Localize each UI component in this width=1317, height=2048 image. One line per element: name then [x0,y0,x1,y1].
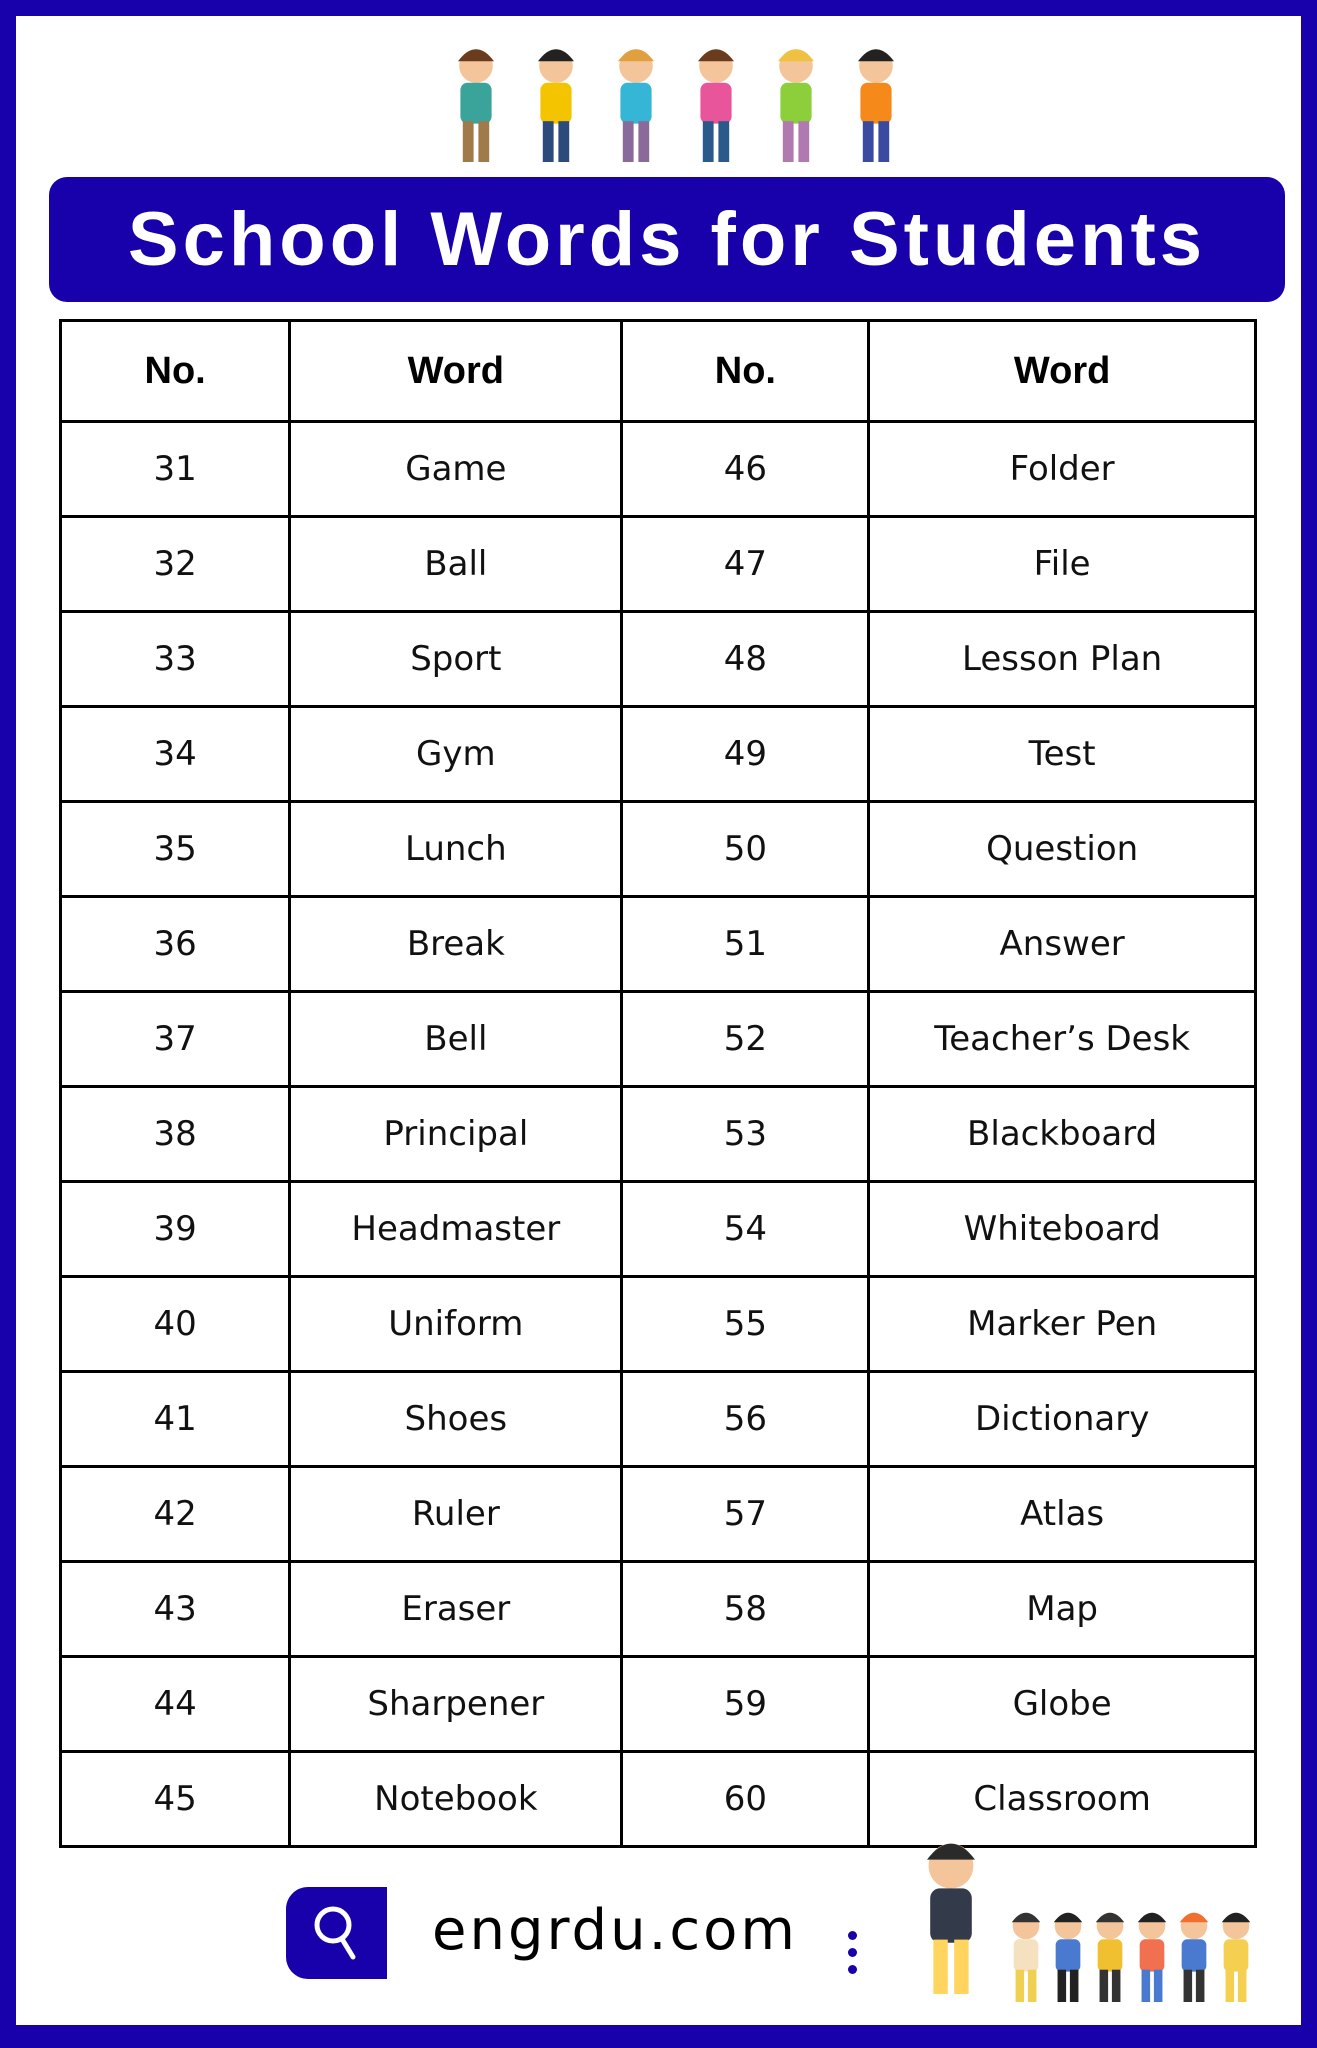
word-cell: Shoes [288,1370,624,1468]
word-cell: Gym [288,705,624,803]
word-cell: Eraser [288,1560,624,1658]
table-row: 37 Bell 52 Teacher’s Desk [58,990,1257,1088]
title-banner: School Words for Students [49,177,1285,302]
table-row: 40 Uniform 55 Marker Pen [58,1275,1257,1373]
column-header: Word [867,319,1257,423]
word-cell: Classroom [867,1750,1257,1848]
word-cell: Dictionary [867,1370,1257,1468]
table-row: 39 Headmaster 54 Whiteboard [58,1180,1257,1278]
poster: School Words for Students No. Word No. Word… [16,16,1301,2025]
word-cell: Whiteboard [867,1180,1257,1278]
table-row: 43 Eraser 58 Map [58,1560,1257,1658]
table-row: 34 Gym 49 Test [58,705,1257,803]
number-cell: 41 [58,1370,292,1468]
word-cell: Sharpener [288,1655,624,1753]
word-cell: Game [288,420,624,518]
table-row: 31 Game 46 Folder [58,420,1257,518]
more-icon [848,1931,858,1982]
number-cell: 44 [58,1655,292,1753]
table-row: 36 Break 51 Answer [58,895,1257,993]
search-icon [314,1906,355,1960]
number-cell: 37 [58,990,292,1088]
word-cell: Headmaster [288,1180,624,1278]
word-cell: Blackboard [867,1085,1257,1183]
word-cell: Marker Pen [867,1275,1257,1373]
search-button[interactable] [286,1887,387,1979]
number-cell: 59 [620,1655,871,1753]
word-cell: Break [288,895,624,993]
number-cell: 45 [58,1750,292,1848]
word-cell: Bell [288,990,624,1088]
word-cell: Ruler [288,1465,624,1563]
number-cell: 32 [58,515,292,613]
number-cell: 53 [620,1085,871,1183]
word-cell: File [867,515,1257,613]
number-cell: 48 [620,610,871,708]
table-row: 42 Ruler 57 Atlas [58,1465,1257,1563]
number-cell: 47 [620,515,871,613]
word-cell: Lunch [288,800,624,898]
number-cell: 40 [58,1275,292,1373]
number-cell: 49 [620,705,871,803]
number-cell: 46 [620,420,871,518]
number-cell: 42 [58,1465,292,1563]
number-cell: 57 [620,1465,871,1563]
number-cell: 31 [58,420,292,518]
number-cell: 51 [620,895,871,993]
word-cell: Atlas [867,1465,1257,1563]
column-header: No. [58,319,292,423]
page-title: School Words for Students [127,197,1207,282]
number-cell: 54 [620,1180,871,1278]
word-cell: Sport [288,610,624,708]
word-cell: Answer [867,895,1257,993]
word-cell: Ball [288,515,624,613]
number-cell: 50 [620,800,871,898]
word-cell: Uniform [288,1275,624,1373]
number-cell: 39 [58,1180,292,1278]
number-cell: 34 [58,705,292,803]
table-row: 45 Notebook 60 Classroom [58,1750,1257,1848]
column-header: No. [620,319,871,423]
number-cell: 60 [620,1750,871,1848]
word-cell: Test [867,705,1257,803]
number-cell: 36 [58,895,292,993]
number-cell: 52 [620,990,871,1088]
word-cell: Map [867,1560,1257,1658]
number-cell: 56 [620,1370,871,1468]
number-cell: 58 [620,1560,871,1658]
word-cell: Teacher’s Desk [867,990,1257,1088]
word-cell: Folder [867,420,1257,518]
number-cell: 55 [620,1275,871,1373]
word-cell: Lesson Plan [867,610,1257,708]
number-cell: 35 [58,800,292,898]
children-illustration [458,49,894,162]
table-row: 41 Shoes 56 Dictionary [58,1370,1257,1468]
word-cell: Question [867,800,1257,898]
table-row: 35 Lunch 50 Question [58,800,1257,898]
column-header: Word [288,319,624,423]
number-cell: 33 [58,610,292,708]
table-row: 33 Sport 48 Lesson Plan [58,610,1257,708]
number-cell: 43 [58,1560,292,1658]
table-row: 32 Ball 47 File [58,515,1257,613]
site-url[interactable]: engrdu.com [432,1898,798,1963]
teacher-students-illustration [927,1843,1251,2002]
word-cell: Notebook [288,1750,624,1848]
number-cell: 38 [58,1085,292,1183]
word-cell: Principal [288,1085,624,1183]
word-cell: Globe [867,1655,1257,1753]
words-table: No. Word No. Word 31 Game 46 Folder 32 Ball 47 Fil… [58,319,1257,1848]
table-row: 44 Sharpener 59 Globe [58,1655,1257,1753]
table-row: 38 Principal 53 Blackboard [58,1085,1257,1183]
